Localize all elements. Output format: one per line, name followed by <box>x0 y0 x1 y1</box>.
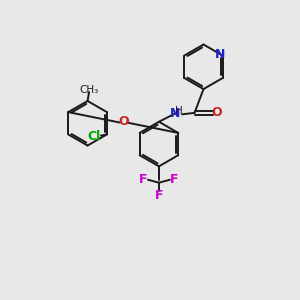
Text: F: F <box>170 173 178 186</box>
Text: O: O <box>212 106 222 119</box>
Text: H: H <box>175 106 183 116</box>
Text: CH₃: CH₃ <box>80 85 99 95</box>
Text: F: F <box>155 189 163 202</box>
Text: O: O <box>118 115 129 128</box>
Text: F: F <box>139 173 148 186</box>
Text: Cl: Cl <box>88 130 101 143</box>
Text: N: N <box>215 48 226 61</box>
Text: N: N <box>170 107 181 120</box>
